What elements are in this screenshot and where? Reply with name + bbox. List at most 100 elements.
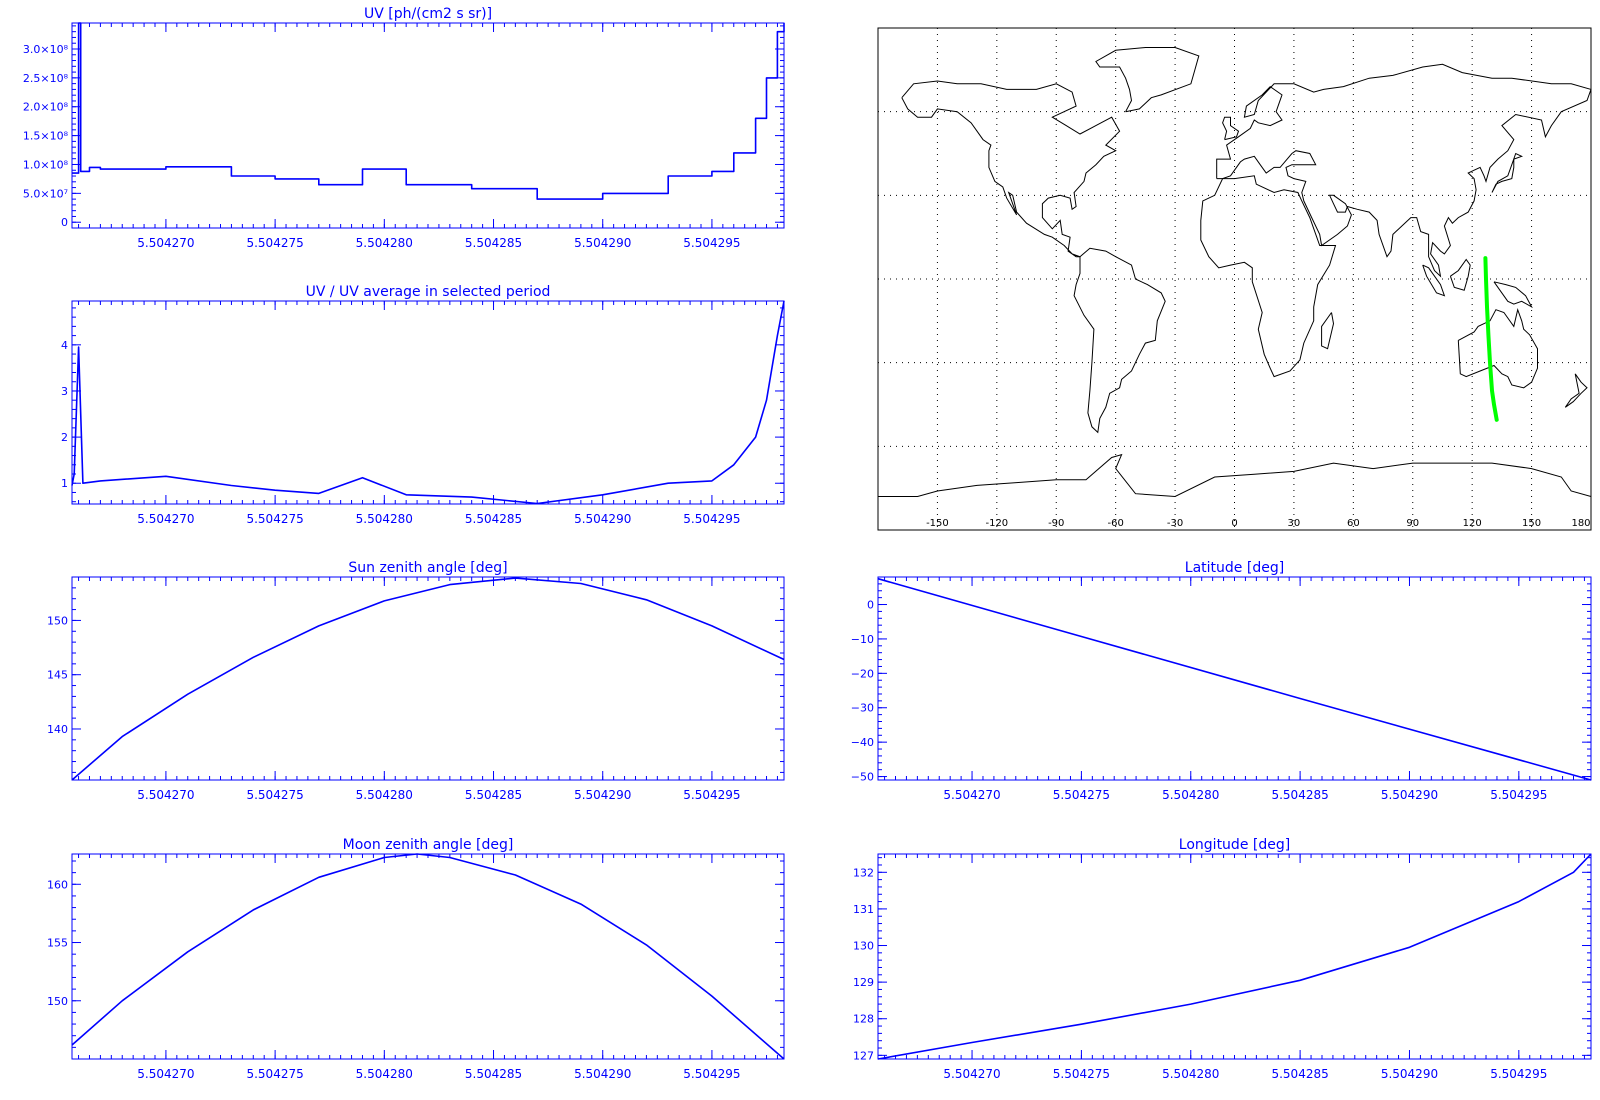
y-tick-label: 131 xyxy=(853,903,874,916)
y-tick-label: 140 xyxy=(47,723,68,736)
map-lon-tick-label: 0 xyxy=(1231,518,1237,529)
x-tick-label: 5.504270 xyxy=(137,236,194,250)
x-tick-label: 5.504280 xyxy=(1162,788,1219,802)
x-tick-label: 5.504275 xyxy=(246,788,303,802)
x-tick-label: 5.504295 xyxy=(1490,1067,1547,1081)
y-tick-label: 1.0×10⁸ xyxy=(23,158,69,171)
chart-title: UV [ph/(cm2 s sr)] xyxy=(364,6,492,22)
y-tick-label: 128 xyxy=(853,1013,874,1026)
chart-panels: UV [ph/(cm2 s sr)] 5.504270 5.504275 5.5042… xyxy=(23,6,1592,1081)
x-tick-label: 5.504270 xyxy=(943,1067,1000,1081)
x-tick-label: 5.504280 xyxy=(356,512,413,526)
chart-longitude: Longitude [deg] 5.504270 5.504275 5.504280 5… xyxy=(853,837,1592,1081)
x-tick-label: 5.504275 xyxy=(246,1067,303,1081)
series-line-moon-zenith xyxy=(71,853,785,1060)
map-lon-tick-label: 30 xyxy=(1288,518,1301,529)
y-tick-label: 132 xyxy=(853,866,874,879)
x-tick-label: 5.504275 xyxy=(1053,788,1110,802)
coastline-australia xyxy=(1457,307,1538,389)
chart-latitude: Latitude [deg] 5.504270 5.504275 5.504280 5.… xyxy=(851,560,1592,802)
x-tick-label: 5.504290 xyxy=(1381,1067,1438,1081)
map-lon-tick-label: -150 xyxy=(926,518,949,529)
map-lon-tick-label: -60 xyxy=(1107,518,1123,529)
y-tick-label: −50 xyxy=(851,771,874,784)
map-lon-tick-label: 180 xyxy=(1571,518,1590,529)
orbit-track xyxy=(1483,256,1499,422)
x-tick-label: 5.504285 xyxy=(1271,788,1328,802)
x-tick-label: 5.504280 xyxy=(356,788,413,802)
coastline-south-america xyxy=(1073,247,1166,434)
map-lon-tick-label: 90 xyxy=(1406,518,1419,529)
y-tick-label: 1.5×10⁸ xyxy=(23,130,69,143)
y-tick-label: −20 xyxy=(851,667,874,680)
coastline-uk xyxy=(1222,116,1240,141)
y-tick-label: 0 xyxy=(61,216,68,229)
coastline-sumatra xyxy=(1422,264,1446,297)
x-tick-label: 5.504295 xyxy=(683,788,740,802)
series-line-longitude xyxy=(877,853,1592,1060)
y-tick-label: 0 xyxy=(867,599,874,612)
world-map: -150 -120 -90 -60 -30 0 30 60 90 120 150 180 xyxy=(877,27,1592,531)
y-tick-label: −40 xyxy=(851,736,874,749)
y-tick-label: 150 xyxy=(47,995,68,1008)
chart-title: Moon zenith angle [deg] xyxy=(343,837,514,853)
coastline-eurasia xyxy=(1216,63,1592,278)
map-graticule xyxy=(878,28,1591,530)
y-tick-label: 130 xyxy=(853,940,874,953)
x-tick-label: 5.504285 xyxy=(465,236,522,250)
y-tick-label: 129 xyxy=(853,976,874,989)
plot-frame xyxy=(71,22,785,229)
chart-uv: UV [ph/(cm2 s sr)] 5.504270 5.504275 5.5042… xyxy=(23,6,785,250)
coastline-borneo xyxy=(1449,258,1471,291)
y-tick-label: 160 xyxy=(47,878,68,891)
y-tick-label: 4 xyxy=(61,339,68,352)
y-tick-label: 2.5×10⁸ xyxy=(23,72,69,85)
satellite-track-line xyxy=(1483,256,1499,422)
y-tick-label: 127 xyxy=(853,1049,874,1062)
x-tick-label: 5.504295 xyxy=(683,1067,740,1081)
x-tick-label: 5.504285 xyxy=(465,788,522,802)
x-tick-label: 5.504275 xyxy=(246,512,303,526)
coastline-greenland xyxy=(1095,47,1200,113)
chart-moon-zenith: Moon zenith angle [deg] 5.504270 5.504275 5… xyxy=(47,837,785,1081)
x-tick-label: 5.504290 xyxy=(1381,788,1438,802)
y-tick-label: 2 xyxy=(61,431,68,444)
coastline-japan xyxy=(1491,152,1524,193)
y-tick-label: 145 xyxy=(47,669,68,682)
coastline-north-america xyxy=(901,80,1121,258)
plot-frame xyxy=(71,853,785,1060)
x-tick-label: 5.504280 xyxy=(356,1067,413,1081)
coastline-antarctica xyxy=(877,453,1592,514)
x-tick-label: 5.504280 xyxy=(1162,1067,1219,1081)
y-tick-label: 5.0×10⁷ xyxy=(23,187,68,200)
x-tick-label: 5.504280 xyxy=(356,236,413,250)
x-tick-label: 5.504285 xyxy=(465,512,522,526)
x-tick-label: 5.504295 xyxy=(683,512,740,526)
map-longitude-ticks: -150 -120 -90 -60 -30 0 30 60 90 120 150 180 xyxy=(926,518,1590,529)
coastline-africa xyxy=(1200,175,1337,378)
x-tick-label: 5.504290 xyxy=(574,1067,631,1081)
y-tick-label: 2.0×10⁸ xyxy=(23,101,69,114)
x-tick-label: 5.504295 xyxy=(683,236,740,250)
x-tick-label: 5.504270 xyxy=(943,788,1000,802)
map-lon-tick-label: 60 xyxy=(1347,518,1360,529)
x-tick-label: 5.504295 xyxy=(1490,788,1547,802)
series-line-uv-ratio xyxy=(71,300,785,505)
coastline-new-zealand xyxy=(1564,373,1588,408)
chart-title: Latitude [deg] xyxy=(1185,560,1284,576)
chart-sun-zenith: Sun zenith angle [deg] 5.504270 5.504275 5.… xyxy=(47,560,785,802)
x-tick-label: 5.504285 xyxy=(1271,1067,1328,1081)
chart-title: Longitude [deg] xyxy=(1179,837,1290,853)
map-lon-tick-label: -30 xyxy=(1167,518,1183,529)
chart-uv-ratio: UV / UV average in selected period 5.5042… xyxy=(61,284,785,526)
x-tick-label: 5.504285 xyxy=(465,1067,522,1081)
plot-frame xyxy=(71,300,785,505)
x-tick-label: 5.504290 xyxy=(574,788,631,802)
map-lon-tick-label: 150 xyxy=(1522,518,1541,529)
plot-frame xyxy=(877,853,1592,1060)
y-tick-label: −10 xyxy=(851,633,874,646)
x-tick-label: 5.504290 xyxy=(574,236,631,250)
plot-frame xyxy=(71,576,785,781)
x-tick-label: 5.504275 xyxy=(246,236,303,250)
